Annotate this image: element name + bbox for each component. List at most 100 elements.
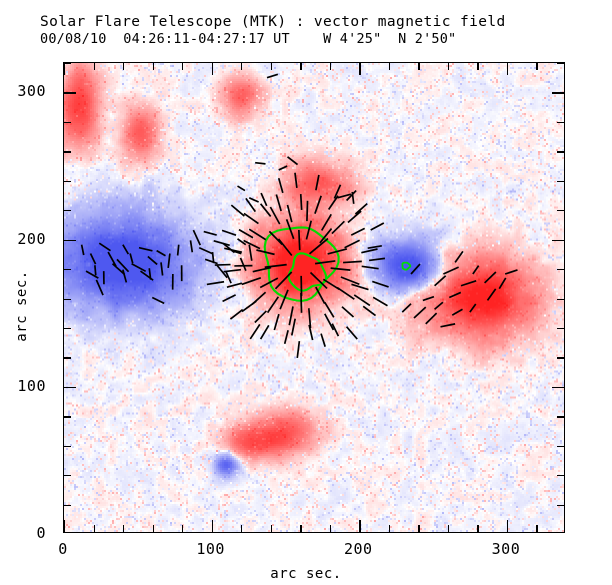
x-tick [152,525,154,532]
field-vector [294,172,298,188]
x-tick [329,63,332,70]
y-tick [557,151,564,153]
field-vector [330,267,351,271]
field-vector [306,200,309,222]
field-vector [448,291,462,299]
field-vector [156,249,166,257]
field-vector [95,279,104,296]
field-vector [243,239,261,250]
field-vector [422,295,435,302]
field-vector [266,73,279,79]
field-vector [266,296,280,314]
field-vector [331,323,340,337]
field-vector [484,271,497,284]
field-vector [147,255,158,266]
field-vector [344,239,360,249]
plot-area [63,62,565,533]
field-vector [286,204,293,223]
field-vector [221,229,237,236]
field-vector [89,253,97,265]
magnetogram-image [64,63,564,532]
field-vector [351,191,355,204]
field-vector [315,286,326,304]
field-vector [372,296,388,307]
y-axis-title: arc sec. [14,270,30,342]
field-vector [315,174,320,191]
y-tick [557,445,564,447]
field-vector [245,197,257,213]
field-vector [241,276,262,286]
x-tick [418,63,420,70]
field-vector [107,251,117,267]
field-vector [345,189,357,202]
field-vector [273,313,280,331]
field-vector [320,213,332,231]
y-tick [557,298,564,300]
field-vector [341,306,355,318]
field-vector [354,202,368,215]
field-vector [337,193,352,199]
field-vector [224,270,232,284]
field-vector [277,177,284,194]
field-vector [350,227,366,236]
x-axis-title: arc sec. [270,566,342,582]
x-tick [418,525,420,532]
field-vector [320,333,326,347]
field-vector [111,263,126,276]
y-tick-label: 0 [36,524,46,542]
field-vector [327,248,348,255]
field-vector [80,244,85,256]
field-vector [243,212,259,225]
field-vector [151,296,165,305]
field-vector [410,263,421,275]
y-tick [64,445,71,447]
field-vector [504,269,518,275]
field-vector [138,246,153,252]
y-tick [552,386,564,389]
field-vector [129,253,134,264]
field-vector [327,195,339,210]
x-tick [536,525,538,532]
field-vector [148,268,152,280]
field-vector [361,248,378,254]
field-vector [259,324,270,340]
x-tick-label: 200 [343,540,373,558]
field-vector [160,262,164,276]
x-tick [388,525,391,532]
field-vector [290,318,297,336]
field-vector [368,257,386,262]
field-vector [256,249,275,256]
y-tick [64,269,71,271]
y-tick [557,475,564,477]
y-tick [552,92,564,94]
field-vector [85,270,99,279]
field-vector [286,156,299,166]
field-vector [319,228,333,244]
field-vector [131,262,147,273]
field-vector [229,308,244,320]
field-vector [167,253,171,269]
y-tick [64,475,71,477]
field-vector [122,244,130,255]
x-tick [447,63,450,70]
field-vector [94,265,97,276]
field-vector [300,292,303,313]
field-vector [443,266,459,275]
field-vector [370,222,385,231]
field-vector [298,229,301,251]
y-tick [64,504,71,506]
field-vector [248,197,259,203]
x-tick-label: 0 [58,540,68,558]
field-vector [237,185,246,192]
x-tick [359,63,361,75]
x-tick [93,63,95,70]
x-tick [64,520,66,532]
field-vector [203,230,217,236]
field-vector [288,306,294,326]
field-vector [322,278,340,291]
x-tick [329,525,332,532]
x-tick [241,63,243,70]
x-tick [300,63,302,70]
x-tick [270,525,272,532]
